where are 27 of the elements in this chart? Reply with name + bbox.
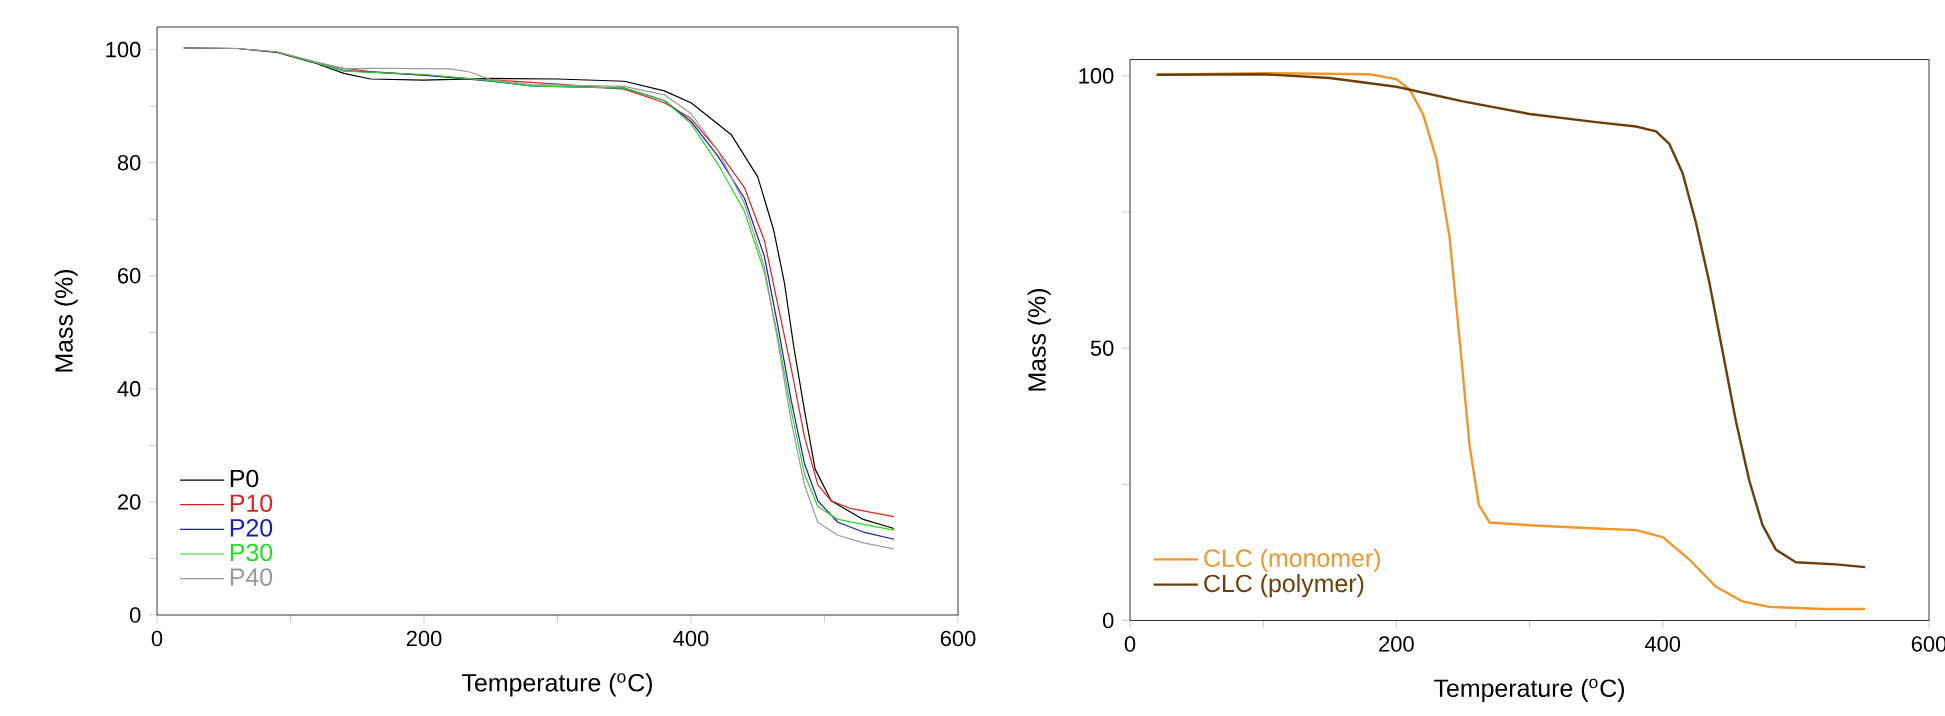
- y-tick-label: 0: [1102, 612, 1114, 629]
- y-tick-label: 50: [1090, 340, 1114, 356]
- x-tick-label: 200: [1379, 636, 1414, 652]
- legend-label: P10: [230, 494, 273, 513]
- x-axis-title: Temperature ($^{o}$C): [462, 673, 652, 697]
- x-tick-label: 0: [1124, 636, 1136, 652]
- y-tick-label: 100: [106, 41, 141, 58]
- x-axis-title: Temperature ($^{o}$C): [1434, 678, 1624, 702]
- y-axis-title: Mass (%): [1027, 288, 1051, 391]
- y-tick-label: 40: [117, 381, 141, 397]
- x-tick-label: 400: [673, 630, 709, 647]
- legend-label: CLC (monomer): [1204, 548, 1380, 572]
- y-tick-label: 80: [117, 154, 141, 171]
- x-tick-label: 600: [940, 630, 976, 647]
- y-axis-title: Mass (%): [54, 269, 78, 372]
- x-tick-label: 400: [1644, 636, 1681, 652]
- y-tick-label: 0: [129, 607, 141, 623]
- legend-label: P20: [230, 519, 273, 537]
- y-tick-label: 100: [1079, 68, 1114, 84]
- x-tick-label: 0: [151, 630, 163, 647]
- y-tick-label: 20: [118, 494, 141, 510]
- legend-label: P30: [230, 543, 273, 562]
- y-tick-label: 60: [118, 268, 141, 284]
- legend-label: CLC (polymer): [1204, 573, 1364, 598]
- legend-label: P0: [230, 469, 259, 488]
- x-tick-label: 200: [406, 630, 442, 647]
- legend-label: P40: [230, 568, 273, 586]
